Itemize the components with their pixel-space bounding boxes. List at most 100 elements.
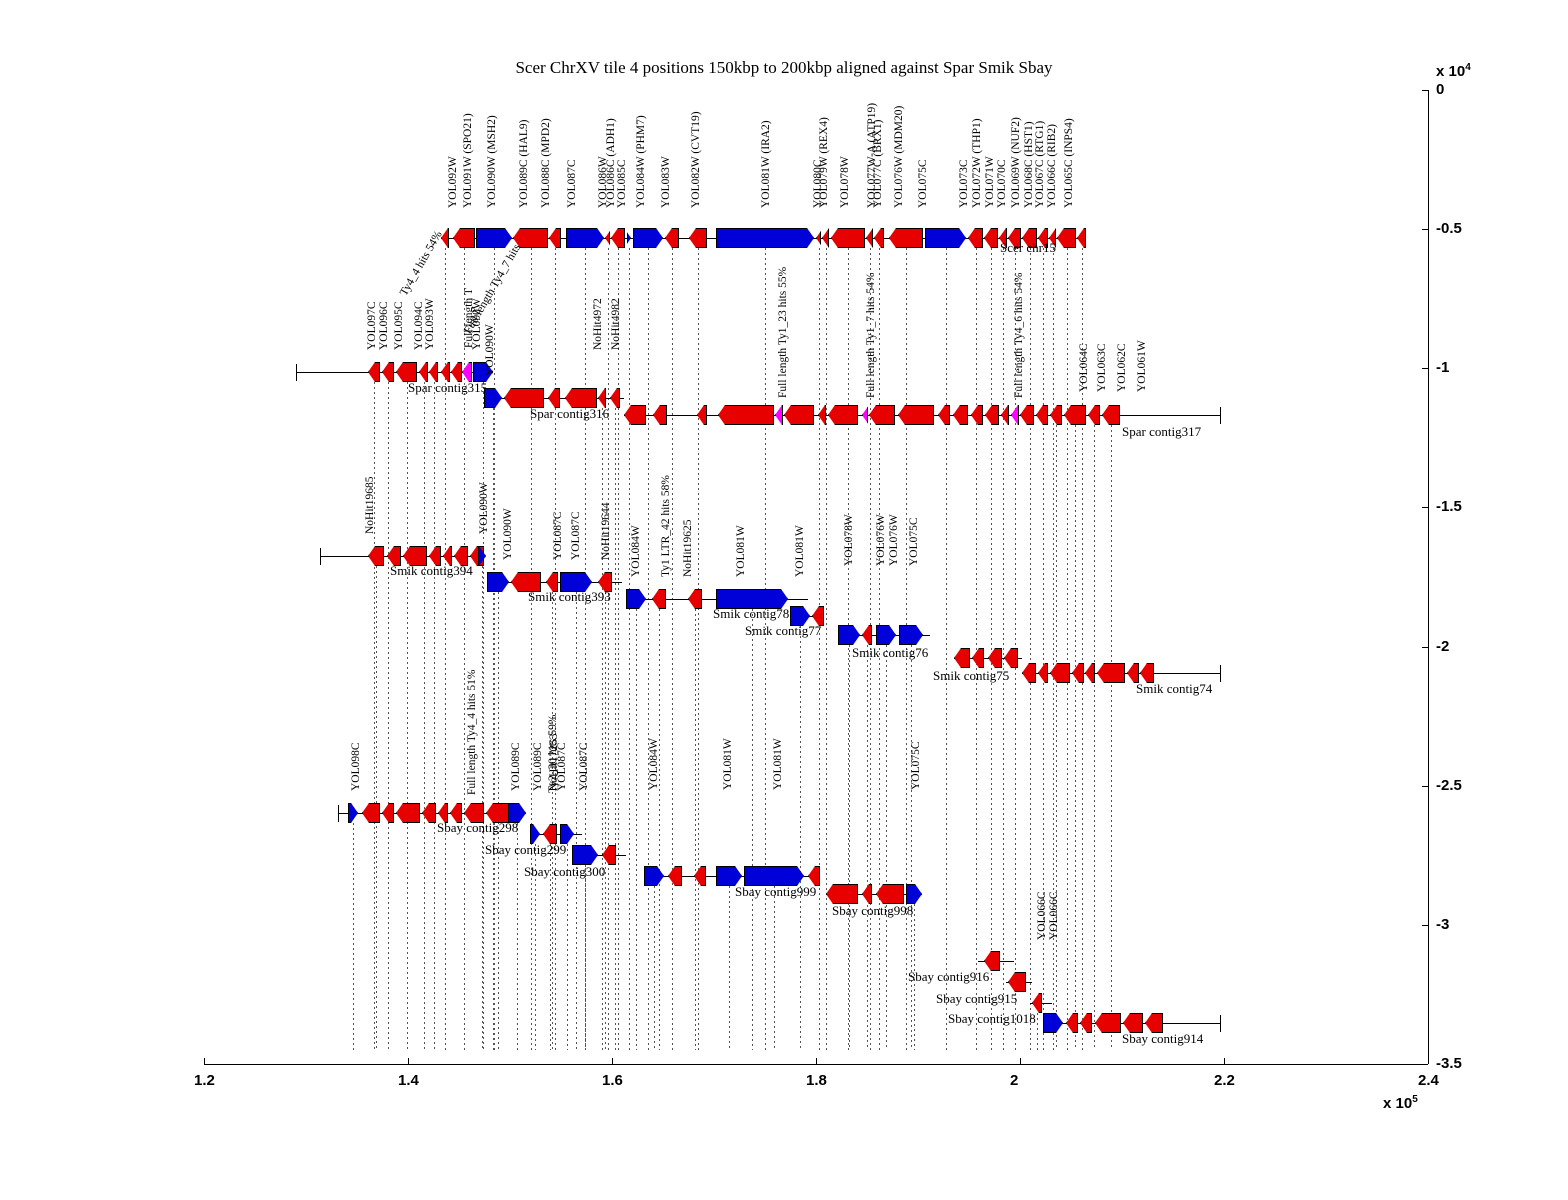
- gene-arrow[interactable]: [668, 866, 682, 886]
- gene-arrow[interactable]: [1036, 405, 1048, 425]
- gene-arrow[interactable]: [565, 388, 597, 408]
- gene-arrow[interactable]: [1095, 1013, 1121, 1033]
- gene-arrow[interactable]: [1008, 972, 1026, 992]
- gene-arrow[interactable]: [862, 405, 868, 425]
- gene-arrow[interactable]: [1057, 228, 1076, 248]
- gene-arrow[interactable]: [1077, 228, 1086, 248]
- gene-arrow[interactable]: [368, 546, 384, 566]
- gene-arrow[interactable]: [511, 572, 541, 592]
- gene-arrow[interactable]: [530, 824, 540, 844]
- gene-arrow[interactable]: [1102, 405, 1120, 425]
- gene-arrow[interactable]: [862, 625, 872, 645]
- gene-arrow[interactable]: [1038, 663, 1048, 683]
- gene-arrow[interactable]: [906, 884, 922, 904]
- gene-arrow[interactable]: [605, 228, 610, 248]
- gene-arrow[interactable]: [382, 362, 394, 382]
- gene-arrow[interactable]: [876, 884, 904, 904]
- gene-arrow[interactable]: [611, 228, 625, 248]
- gene-arrow[interactable]: [808, 866, 820, 886]
- gene-arrow[interactable]: [984, 951, 1000, 971]
- gene-arrow[interactable]: [876, 625, 896, 645]
- gene-arrow[interactable]: [1127, 663, 1139, 683]
- gene-arrow[interactable]: [971, 405, 983, 425]
- gene-arrow[interactable]: [716, 866, 742, 886]
- gene-arrow[interactable]: [484, 388, 502, 408]
- gene-arrow[interactable]: [889, 228, 923, 248]
- gene-arrow[interactable]: [464, 803, 484, 823]
- gene-arrow[interactable]: [1088, 405, 1100, 425]
- gene-arrow[interactable]: [508, 803, 526, 823]
- gene-arrow[interactable]: [1085, 663, 1095, 683]
- gene-arrow[interactable]: [1050, 405, 1062, 425]
- gene-arrow[interactable]: [1022, 228, 1037, 248]
- gene-arrow[interactable]: [504, 388, 544, 408]
- gene-arrow[interactable]: [396, 803, 420, 823]
- gene-arrow[interactable]: [598, 572, 612, 592]
- gene-arrow[interactable]: [790, 606, 810, 626]
- gene-arrow[interactable]: [899, 625, 923, 645]
- gene-arrow[interactable]: [953, 405, 968, 425]
- gene-arrow[interactable]: [566, 228, 604, 248]
- gene-arrow[interactable]: [454, 546, 468, 566]
- gene-arrow[interactable]: [1145, 1013, 1163, 1033]
- gene-arrow[interactable]: [862, 884, 872, 904]
- gene-arrow[interactable]: [1050, 663, 1070, 683]
- gene-arrow[interactable]: [548, 388, 560, 408]
- gene-arrow[interactable]: [626, 589, 646, 609]
- gene-arrow[interactable]: [1020, 405, 1034, 425]
- gene-arrow[interactable]: [513, 228, 548, 248]
- gene-arrow[interactable]: [453, 228, 475, 248]
- gene-arrow[interactable]: [775, 405, 783, 425]
- gene-arrow[interactable]: [784, 405, 814, 425]
- gene-arrow[interactable]: [968, 228, 983, 248]
- gene-arrow[interactable]: [422, 803, 436, 823]
- gene-arrow[interactable]: [644, 866, 664, 886]
- gene-arrow[interactable]: [716, 228, 814, 248]
- gene-arrow[interactable]: [1064, 405, 1086, 425]
- gene-arrow[interactable]: [1032, 993, 1042, 1013]
- gene-arrow[interactable]: [869, 405, 895, 425]
- gene-arrow[interactable]: [396, 362, 417, 382]
- gene-arrow[interactable]: [624, 405, 646, 425]
- gene-arrow[interactable]: [985, 405, 999, 425]
- gene-arrow[interactable]: [665, 228, 679, 248]
- gene-arrow[interactable]: [988, 648, 1002, 668]
- gene-arrow[interactable]: [362, 803, 380, 823]
- gene-arrow[interactable]: [688, 589, 702, 609]
- gene-arrow[interactable]: [826, 884, 858, 904]
- gene-arrow[interactable]: [653, 405, 667, 425]
- gene-arrow[interactable]: [828, 405, 858, 425]
- gene-arrow[interactable]: [1004, 648, 1018, 668]
- gene-arrow[interactable]: [938, 405, 950, 425]
- gene-arrow[interactable]: [476, 228, 512, 248]
- gene-arrow[interactable]: [429, 362, 438, 382]
- gene-arrow[interactable]: [822, 228, 829, 248]
- gene-arrow[interactable]: [1097, 663, 1125, 683]
- gene-arrow[interactable]: [560, 824, 574, 844]
- gene-arrow[interactable]: [382, 803, 394, 823]
- gene-arrow[interactable]: [716, 589, 788, 609]
- gene-arrow[interactable]: [984, 228, 998, 248]
- gene-arrow[interactable]: [572, 845, 598, 865]
- gene-arrow[interactable]: [874, 228, 884, 248]
- gene-arrow[interactable]: [560, 572, 592, 592]
- gene-arrow[interactable]: [744, 866, 804, 886]
- gene-arrow[interactable]: [1140, 663, 1154, 683]
- gene-arrow[interactable]: [925, 228, 966, 248]
- gene-arrow[interactable]: [1022, 663, 1036, 683]
- gene-arrow[interactable]: [831, 228, 865, 248]
- gene-arrow[interactable]: [652, 589, 666, 609]
- gene-arrow[interactable]: [348, 803, 358, 823]
- gene-arrow[interactable]: [368, 362, 380, 382]
- gene-arrow[interactable]: [598, 388, 606, 408]
- gene-arrow[interactable]: [487, 572, 509, 592]
- gene-arrow[interactable]: [838, 625, 860, 645]
- gene-arrow[interactable]: [1123, 1013, 1143, 1033]
- gene-arrow[interactable]: [689, 228, 707, 248]
- gene-arrow[interactable]: [549, 228, 561, 248]
- gene-arrow[interactable]: [1072, 663, 1084, 683]
- gene-arrow[interactable]: [473, 362, 493, 382]
- gene-arrow[interactable]: [387, 546, 401, 566]
- gene-arrow[interactable]: [954, 648, 970, 668]
- gene-arrow[interactable]: [898, 405, 934, 425]
